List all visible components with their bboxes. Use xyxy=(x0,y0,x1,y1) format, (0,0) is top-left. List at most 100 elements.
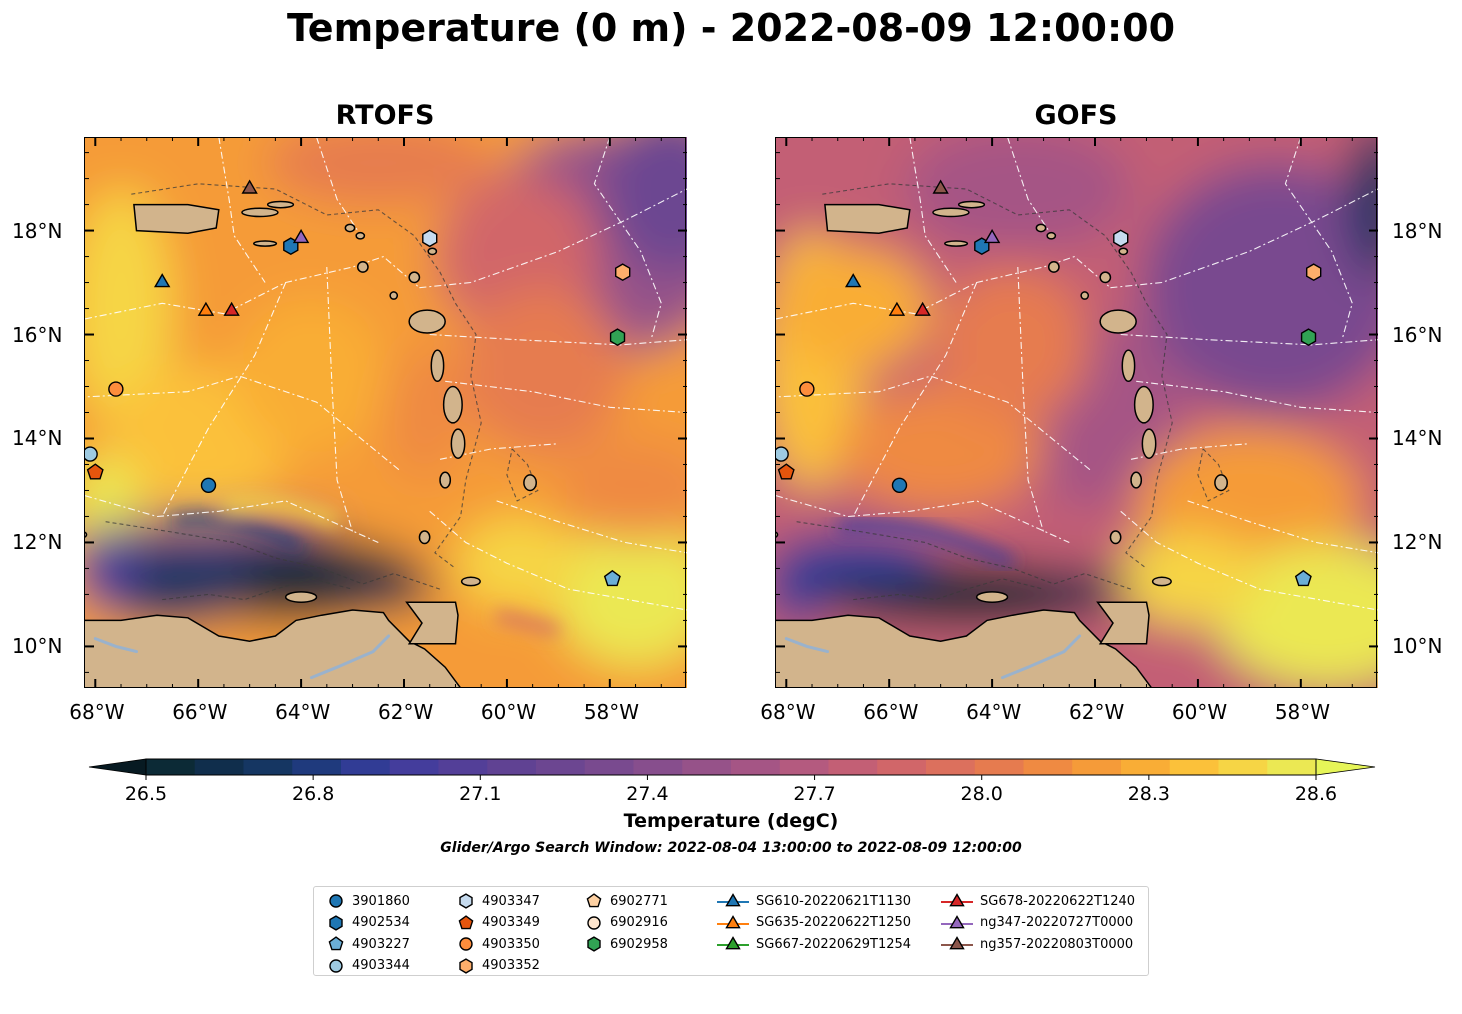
puerto-rico xyxy=(133,203,220,234)
legend-pentagon-icon xyxy=(586,893,602,908)
legend-circle-icon xyxy=(587,915,601,930)
legend-item: 4903350 xyxy=(456,934,540,954)
gofs-eez-boundaries xyxy=(776,137,1378,611)
colorbar-segment xyxy=(731,759,781,775)
gofs-observation-marker xyxy=(891,477,908,493)
rtofs-observation-marker xyxy=(292,228,310,244)
rtofs-temperature-field xyxy=(85,137,687,688)
gofs-depth-contours xyxy=(796,183,1230,601)
legend-triangle-icon xyxy=(949,914,965,928)
legend-marker-icon xyxy=(587,936,601,952)
gofs-map-svg xyxy=(776,137,1378,688)
gofs-observation-marker xyxy=(1113,229,1129,248)
lon-tick-label: 64°W xyxy=(275,700,331,724)
rtofs-observation-marker xyxy=(223,301,240,316)
legend-label: 6902771 xyxy=(610,893,668,909)
colorbar-segment xyxy=(243,759,293,775)
rtofs-observation-marker xyxy=(85,446,98,462)
rtofs-observation-marker xyxy=(615,263,631,282)
rtofs-map xyxy=(85,137,687,688)
temperature-colorbar xyxy=(88,758,1376,780)
rtofs-observation-marker xyxy=(86,463,104,480)
lat-tick-label: 14°N xyxy=(1392,426,1443,451)
rtofs-land xyxy=(85,200,537,688)
colorbar-segment xyxy=(487,759,537,775)
colorbar-segment xyxy=(536,759,586,775)
legend-marker-icon xyxy=(328,936,344,951)
puerto-rico xyxy=(824,203,911,234)
colorbar-tick-label: 26.8 xyxy=(291,783,335,805)
gofs-observation-marker xyxy=(932,179,949,194)
legend-label: SG635-20220622T1250 xyxy=(756,915,912,930)
legend-label: 3901860 xyxy=(352,893,410,909)
legend-marker-icon xyxy=(717,893,749,907)
legend-pentagon-icon xyxy=(458,914,474,929)
legend-marker-icon xyxy=(459,937,473,951)
colorbar-tick-label: 28.0 xyxy=(960,783,1003,805)
lat-tick-label: 18°N xyxy=(1392,218,1443,243)
colorbar-segment xyxy=(438,759,488,775)
lat-tick-label: 14°N xyxy=(12,426,63,451)
lon-tick-label: 68°W xyxy=(760,700,816,724)
legend-hexagon-icon xyxy=(459,957,473,974)
legend-label: 4903347 xyxy=(482,893,540,909)
lon-tick-label: 60°W xyxy=(1171,700,1228,724)
gofs-observation-marker xyxy=(1300,328,1317,347)
legend-item: 4902534 xyxy=(326,913,410,933)
legend-marker-icon xyxy=(717,914,749,928)
colorbar-segment xyxy=(974,759,1025,775)
legend-item: 6902958 xyxy=(584,934,668,954)
legend-item: 4903349 xyxy=(456,913,540,933)
colorbar-tick-label: 28.6 xyxy=(1294,783,1338,805)
legend-item: 6902916 xyxy=(584,913,668,933)
colorbar-tick-label: 27.4 xyxy=(626,783,669,805)
rtofs-panel-title: RTOFS xyxy=(335,100,435,131)
legend-item: 4903344 xyxy=(326,956,410,976)
legend-marker-icon xyxy=(587,915,601,930)
colorbar-segment xyxy=(146,759,196,775)
gofs-rivers xyxy=(784,634,1082,680)
south-america-coast xyxy=(776,609,1153,688)
gofs-observation-marker xyxy=(799,381,815,397)
lat-tick-label: 16°N xyxy=(1392,322,1443,347)
legend-triangle-icon xyxy=(725,914,741,928)
rtofs-rivers xyxy=(93,634,391,680)
legend-marker-icon xyxy=(459,893,473,909)
rtofs-observation-marker xyxy=(153,273,171,288)
gofs-observation-marker xyxy=(1306,263,1322,282)
legend-item: SG610-20220621T1130 xyxy=(716,891,911,911)
lon-tick-label: 60°W xyxy=(480,700,537,724)
legend-item: SG678-20220622T1240 xyxy=(940,891,1135,911)
colorbar-segment xyxy=(584,759,635,775)
lon-tick-label: 66°W xyxy=(863,700,919,724)
gofs-observation-marker xyxy=(888,301,906,316)
legend-label: 4903344 xyxy=(352,958,410,973)
legend-label: SG678-20220622T1240 xyxy=(980,893,1136,909)
colorbar-segment xyxy=(1218,759,1268,775)
legend-item: 4903347 xyxy=(456,891,540,911)
gofs-observation-marker xyxy=(914,301,931,316)
colorbar-segment xyxy=(1267,759,1317,775)
legend-hexagon-icon xyxy=(587,936,601,952)
legend-marker-icon xyxy=(329,958,343,973)
legend-label: 4903350 xyxy=(482,936,540,952)
gofs-observation-markers xyxy=(776,179,1322,587)
gofs-observation-marker xyxy=(983,228,1001,244)
legend-item: 4903352 xyxy=(456,956,540,976)
colorbar-segment xyxy=(633,759,683,775)
colorbar-tick-label: 27.7 xyxy=(793,783,836,805)
legend-item: SG635-20220622T1250 xyxy=(716,913,911,933)
lon-tick-label: 58°W xyxy=(583,700,640,724)
legend-label: SG667-20220629T1254 xyxy=(756,936,912,952)
colorbar-segment xyxy=(1023,759,1073,775)
gofs-map xyxy=(776,137,1378,688)
rtofs-observation-marker xyxy=(197,301,215,316)
rtofs-map-svg xyxy=(85,137,687,688)
colorbar-segment xyxy=(341,759,391,775)
colorbar-segment xyxy=(1072,759,1122,775)
legend-circle-icon xyxy=(329,958,343,973)
rtofs-eez-boundaries xyxy=(85,137,687,611)
legend-item: 4903227 xyxy=(326,934,410,954)
lon-tick-label: 64°W xyxy=(966,700,1022,724)
colorbar-segment xyxy=(194,759,245,775)
